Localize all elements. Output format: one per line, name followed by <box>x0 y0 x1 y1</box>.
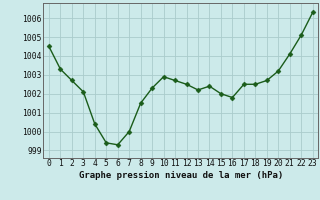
X-axis label: Graphe pression niveau de la mer (hPa): Graphe pression niveau de la mer (hPa) <box>79 171 283 180</box>
